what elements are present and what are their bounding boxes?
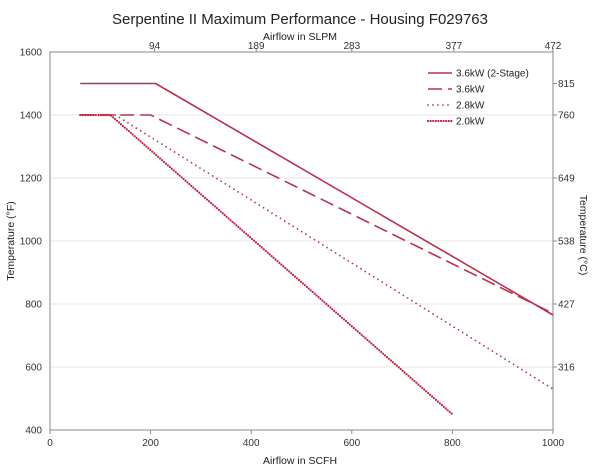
- y-tick-label: 1400: [20, 111, 43, 122]
- series-line-2: [80, 114, 554, 315]
- axis-ticks: 400 600 800 1000 1200 1400 1600 0 200 400 600 800 10…: [20, 41, 575, 449]
- y2-tick-label: 316: [558, 363, 575, 374]
- x2-tick-label: 189: [248, 41, 265, 52]
- y2-tick-label: 649: [558, 174, 575, 185]
- y2-tick-label: 427: [558, 300, 575, 311]
- chart-title: Serpentine II Maximum Performance - Hous…: [112, 11, 488, 28]
- series-line-3: [79, 114, 554, 391]
- x-tick-label: 0: [47, 438, 53, 449]
- legend-label: 3.6kW (2-Stage): [456, 69, 529, 80]
- top-axis-title: Airflow in SLPM: [263, 31, 337, 43]
- legend-label: 2.0kW: [456, 117, 485, 128]
- y2-tick-label: 815: [558, 79, 575, 90]
- x-axis-title: Airflow in SCFH: [263, 455, 337, 467]
- y-axis-title: Temperature (°F): [5, 201, 17, 280]
- y2-axis-title: Temperature (°C): [577, 195, 589, 276]
- x2-tick-label: 283: [343, 41, 360, 52]
- x-tick-label: 800: [444, 438, 461, 449]
- x-tick-label: 400: [243, 438, 260, 449]
- series-lines: [79, 82, 554, 416]
- x-tick-label: 600: [343, 438, 360, 449]
- x-tick-label: 200: [142, 438, 159, 449]
- x2-tick-label: 94: [149, 41, 161, 52]
- x-tick-label: 1000: [542, 438, 565, 449]
- y-tick-label: 1000: [20, 237, 43, 248]
- y-tick-label: 1200: [20, 174, 43, 185]
- legend: 3.6kW (2-Stage) 3.6kW 2.8kW 2.0kW: [426, 69, 529, 128]
- x2-tick-label: 377: [446, 41, 463, 52]
- y2-tick-label: 760: [558, 111, 575, 122]
- y2-tick-label: 538: [558, 237, 575, 248]
- series-line-4: [79, 113, 454, 416]
- y-tick-label: 600: [25, 363, 42, 374]
- grid: [50, 114, 553, 368]
- y-tick-label: 800: [25, 300, 42, 311]
- series-line-1: [80, 82, 554, 316]
- y-tick-label: 400: [25, 426, 42, 437]
- legend-label: 2.8kW: [456, 101, 485, 112]
- legend-label: 3.6kW: [456, 85, 485, 96]
- y-tick-label: 1600: [20, 48, 43, 59]
- x2-tick-label: 472: [545, 41, 562, 52]
